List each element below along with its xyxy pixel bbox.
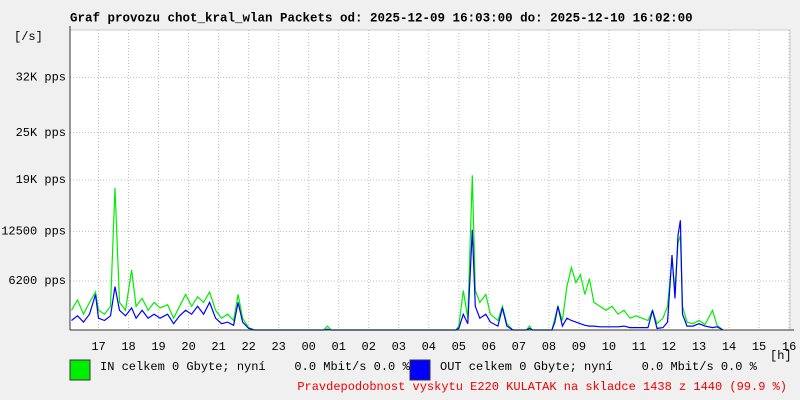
y-tick-label: 25K pps xyxy=(16,126,66,140)
x-tick-label: 14 xyxy=(722,340,736,354)
x-tick-label: 18 xyxy=(121,340,135,354)
y-tick-label: 32K pps xyxy=(16,71,66,85)
legend-swatch xyxy=(409,359,431,381)
x-tick-label: 19 xyxy=(151,340,165,354)
legend-label: IN celkem 0 Gbyte; nyní 0.0 Mbit/s 0.0 % xyxy=(100,360,410,374)
x-tick-label: 22 xyxy=(241,340,255,354)
x-tick-label: 03 xyxy=(392,340,406,354)
x-tick-label: 23 xyxy=(271,340,285,354)
chart-title: Graf provozu chot_kral_wlan Packets od: … xyxy=(70,11,693,25)
x-tick-label: 00 xyxy=(301,340,315,354)
y-tick-label: 12500 pps xyxy=(1,224,66,238)
x-tick-label: 11 xyxy=(632,340,646,354)
x-tick-label: 15 xyxy=(752,340,766,354)
x-tick-label: 07 xyxy=(512,340,526,354)
x-tick-label: 16 xyxy=(782,340,796,354)
x-tick-label: 13 xyxy=(692,340,706,354)
x-tick-label: 09 xyxy=(572,340,586,354)
x-tick-label: 21 xyxy=(211,340,225,354)
x-tick-label: 20 xyxy=(181,340,195,354)
x-tick-label: 06 xyxy=(482,340,496,354)
note: Pravdepodobnost vyskytu E220 KULATAK na … xyxy=(297,380,787,394)
legend-label: OUT celkem 0 Gbyte; nyní 0.0 Mbit/s 0.0 … xyxy=(440,360,758,374)
y-tick-label: 19K pps xyxy=(16,173,66,187)
x-tick-label: 12 xyxy=(662,340,676,354)
series-line xyxy=(71,220,724,331)
x-tick-label: 10 xyxy=(602,340,616,354)
legend-swatch xyxy=(69,359,91,381)
y-tick-label: 6200 pps xyxy=(8,274,66,288)
x-tick-label: 04 xyxy=(422,340,436,354)
x-tick-label: 08 xyxy=(542,340,556,354)
x-tick-label: 01 xyxy=(332,340,346,354)
x-tick-label: 05 xyxy=(452,340,466,354)
x-tick-label: 17 xyxy=(91,340,105,354)
x-tick-label: 02 xyxy=(362,340,376,354)
y-axis-label: [/s] xyxy=(14,30,43,44)
x-axis-label: [h] xyxy=(770,349,792,363)
